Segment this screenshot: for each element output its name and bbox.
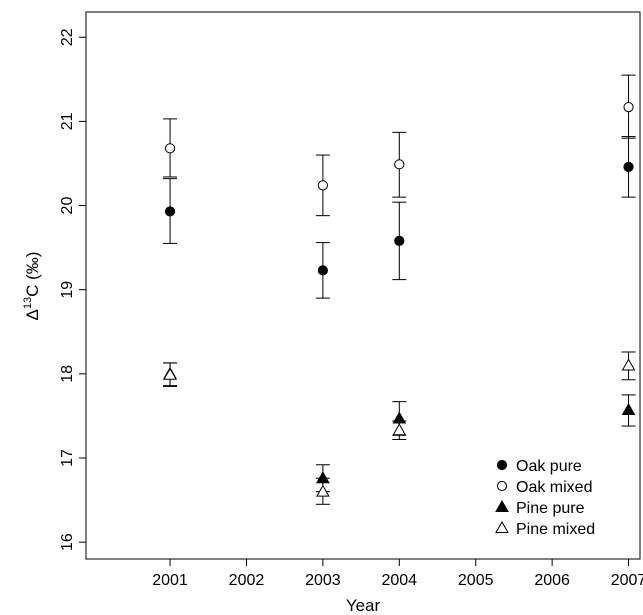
point-oak-mixed bbox=[394, 159, 405, 170]
legend-label-pine-pure: Pine pure bbox=[516, 500, 585, 517]
point-oak-pure bbox=[164, 206, 176, 217]
x-tick-label: 2005 bbox=[458, 572, 494, 589]
point-oak-mixed bbox=[164, 143, 176, 154]
legend: Oak pure Oak mixed Pine pure Pine mixed bbox=[495, 458, 595, 538]
y-tick-label: 17 bbox=[59, 449, 76, 467]
point-pine-pure bbox=[316, 471, 330, 484]
point-oak-mixed bbox=[623, 101, 634, 113]
y-tick-label: 21 bbox=[59, 112, 76, 130]
y-axis-title-superscript: 13 bbox=[22, 297, 34, 309]
y-tick-label: 22 bbox=[59, 28, 76, 46]
legend-marker-oak-pure bbox=[496, 459, 508, 471]
x-tick-label: 2001 bbox=[152, 572, 188, 589]
data-points bbox=[163, 101, 636, 497]
y-axis-title-symbol: Δ bbox=[23, 309, 42, 320]
x-tick-label: 2007 bbox=[611, 572, 643, 589]
y-tick-label: 19 bbox=[59, 281, 76, 299]
plot-frame bbox=[85, 11, 641, 560]
point-pine-pure bbox=[621, 403, 636, 416]
y-tick-label: 18 bbox=[59, 365, 76, 383]
x-tick-label: 2006 bbox=[534, 572, 570, 589]
legend-label-oak-pure: Oak pure bbox=[516, 458, 582, 475]
point-pine-mixed bbox=[316, 484, 330, 497]
point-oak-mixed bbox=[317, 180, 328, 191]
x-tick-label: 2004 bbox=[381, 572, 417, 589]
error-bars bbox=[163, 74, 636, 505]
x-tick-label: 2002 bbox=[229, 572, 265, 589]
y-axis-title-rest: C (‰) bbox=[23, 252, 42, 297]
point-pine-mixed bbox=[392, 423, 407, 436]
point-pine-pure bbox=[392, 411, 407, 424]
point-oak-pure bbox=[394, 235, 405, 246]
y-axis-title: Δ13C (‰) bbox=[22, 252, 42, 321]
y-tick-label: 20 bbox=[59, 197, 76, 215]
legend-marker-oak-mixed bbox=[496, 480, 508, 492]
axes: 2001 2002 2003 2004 2005 2006 2007 16 17 18 19 20 21… bbox=[59, 28, 643, 589]
y-tick-label: 16 bbox=[59, 533, 76, 551]
legend-label-oak-mixed: Oak mixed bbox=[516, 479, 592, 496]
legend-marker-pine-pure bbox=[495, 499, 509, 512]
legend-label-pine-mixed: Pine mixed bbox=[516, 521, 595, 538]
x-tick-label: 2003 bbox=[305, 572, 341, 589]
point-pine-mixed bbox=[621, 358, 636, 371]
x-axis-title: Year bbox=[346, 596, 381, 615]
legend-marker-pine-mixed bbox=[495, 520, 509, 533]
point-oak-pure bbox=[317, 265, 328, 276]
point-pine-mixed bbox=[163, 367, 177, 380]
point-oak-pure bbox=[623, 161, 634, 172]
